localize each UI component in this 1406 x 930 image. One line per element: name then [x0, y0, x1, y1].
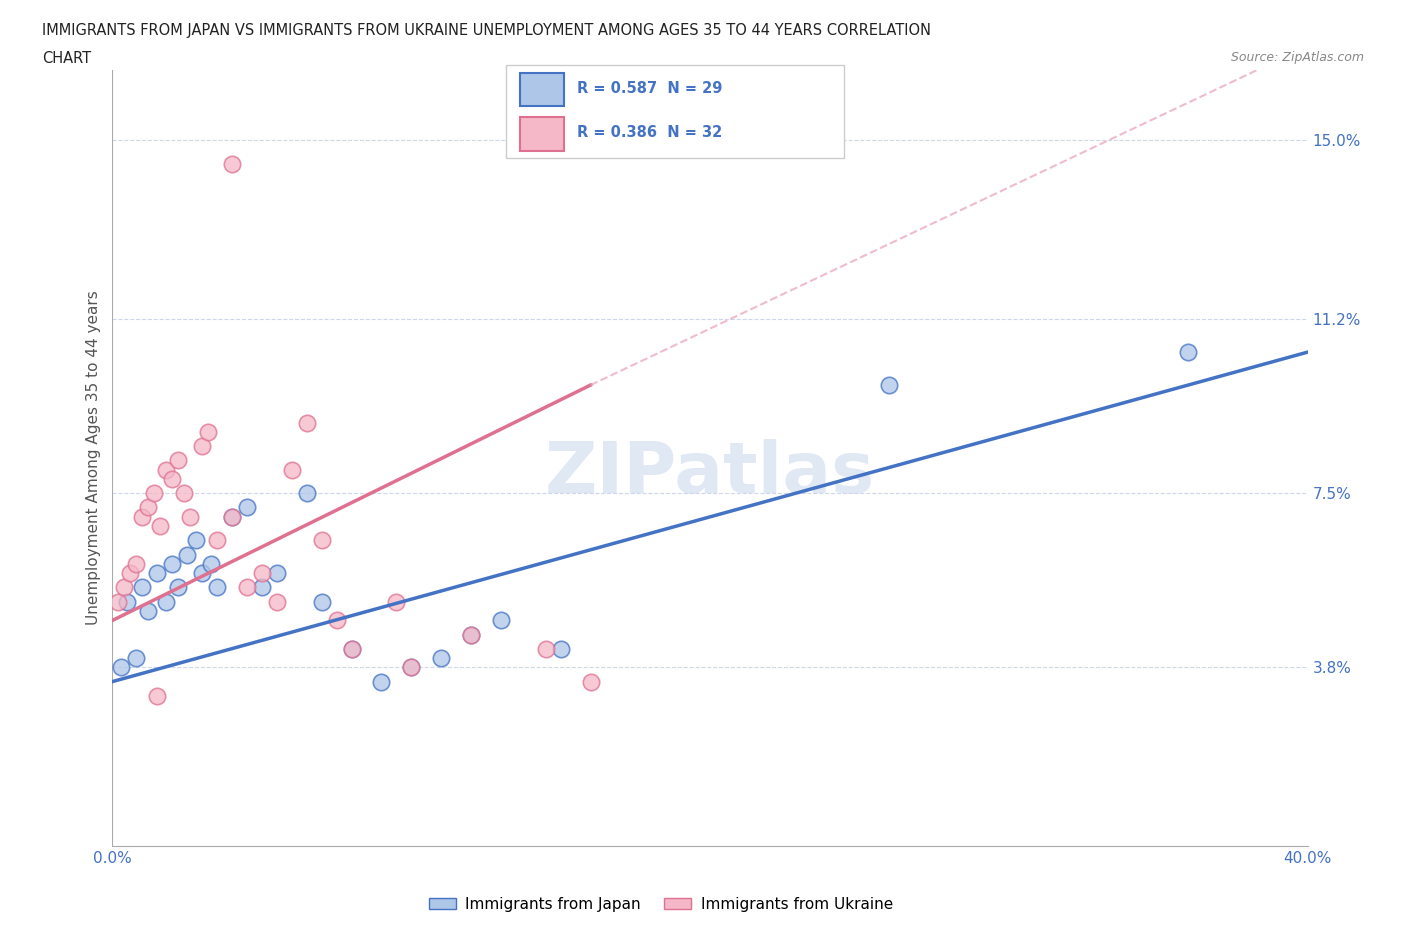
- Point: [162, 556, 183, 571]
- Point: [460, 627, 482, 642]
- Point: [155, 462, 177, 477]
- Point: [114, 580, 135, 595]
- Point: [877, 378, 900, 392]
- Point: [460, 627, 482, 642]
- Point: [385, 594, 408, 609]
- Point: [401, 660, 423, 675]
- Point: [221, 510, 243, 525]
- Point: [117, 594, 139, 609]
- Point: [579, 674, 602, 689]
- Point: [266, 565, 288, 580]
- Point: [125, 556, 148, 571]
- Point: [1177, 345, 1199, 360]
- Point: [197, 425, 219, 440]
- Point: [149, 519, 172, 534]
- Point: [173, 485, 195, 500]
- Point: [430, 651, 453, 666]
- Point: [186, 533, 208, 548]
- Point: [370, 674, 392, 689]
- Legend: Immigrants from Japan, Immigrants from Ukraine: Immigrants from Japan, Immigrants from U…: [423, 891, 898, 918]
- Text: ZIPatlas: ZIPatlas: [546, 439, 875, 508]
- Text: R = 0.386  N = 32: R = 0.386 N = 32: [576, 126, 723, 140]
- Point: [266, 594, 288, 609]
- Point: [281, 462, 304, 477]
- Point: [110, 660, 132, 675]
- Point: [200, 556, 222, 571]
- Point: [311, 594, 333, 609]
- Point: [205, 580, 228, 595]
- Point: [162, 472, 183, 486]
- Point: [550, 641, 572, 656]
- Point: [138, 604, 160, 618]
- Point: [107, 594, 129, 609]
- Point: [250, 565, 273, 580]
- Point: [167, 453, 190, 468]
- Bar: [520, 73, 564, 106]
- Point: [221, 156, 243, 171]
- Point: [138, 500, 160, 515]
- Point: [205, 533, 228, 548]
- Point: [191, 439, 214, 454]
- Point: [311, 533, 333, 548]
- Point: [236, 580, 259, 595]
- Point: [221, 510, 243, 525]
- FancyBboxPatch shape: [506, 65, 844, 158]
- Point: [250, 580, 273, 595]
- Point: [146, 565, 169, 580]
- Point: [401, 660, 423, 675]
- Point: [295, 485, 318, 500]
- Point: [131, 510, 153, 525]
- Point: [155, 594, 177, 609]
- Point: [340, 641, 363, 656]
- Point: [340, 641, 363, 656]
- Point: [176, 547, 198, 562]
- Text: IMMIGRANTS FROM JAPAN VS IMMIGRANTS FROM UKRAINE UNEMPLOYMENT AMONG AGES 35 TO 4: IMMIGRANTS FROM JAPAN VS IMMIGRANTS FROM…: [42, 23, 931, 38]
- Point: [295, 416, 318, 431]
- Point: [143, 485, 166, 500]
- Point: [191, 565, 214, 580]
- Text: CHART: CHART: [42, 51, 91, 66]
- Point: [120, 565, 142, 580]
- Point: [125, 651, 148, 666]
- Point: [325, 613, 347, 628]
- Y-axis label: Unemployment Among Ages 35 to 44 years: Unemployment Among Ages 35 to 44 years: [86, 291, 101, 625]
- Bar: [520, 117, 564, 151]
- Point: [489, 613, 512, 628]
- Point: [534, 641, 557, 656]
- Point: [179, 510, 201, 525]
- Point: [146, 688, 169, 703]
- Point: [131, 580, 153, 595]
- Text: Source: ZipAtlas.com: Source: ZipAtlas.com: [1230, 51, 1364, 64]
- Text: R = 0.587  N = 29: R = 0.587 N = 29: [576, 81, 723, 96]
- Point: [167, 580, 190, 595]
- Point: [236, 500, 259, 515]
